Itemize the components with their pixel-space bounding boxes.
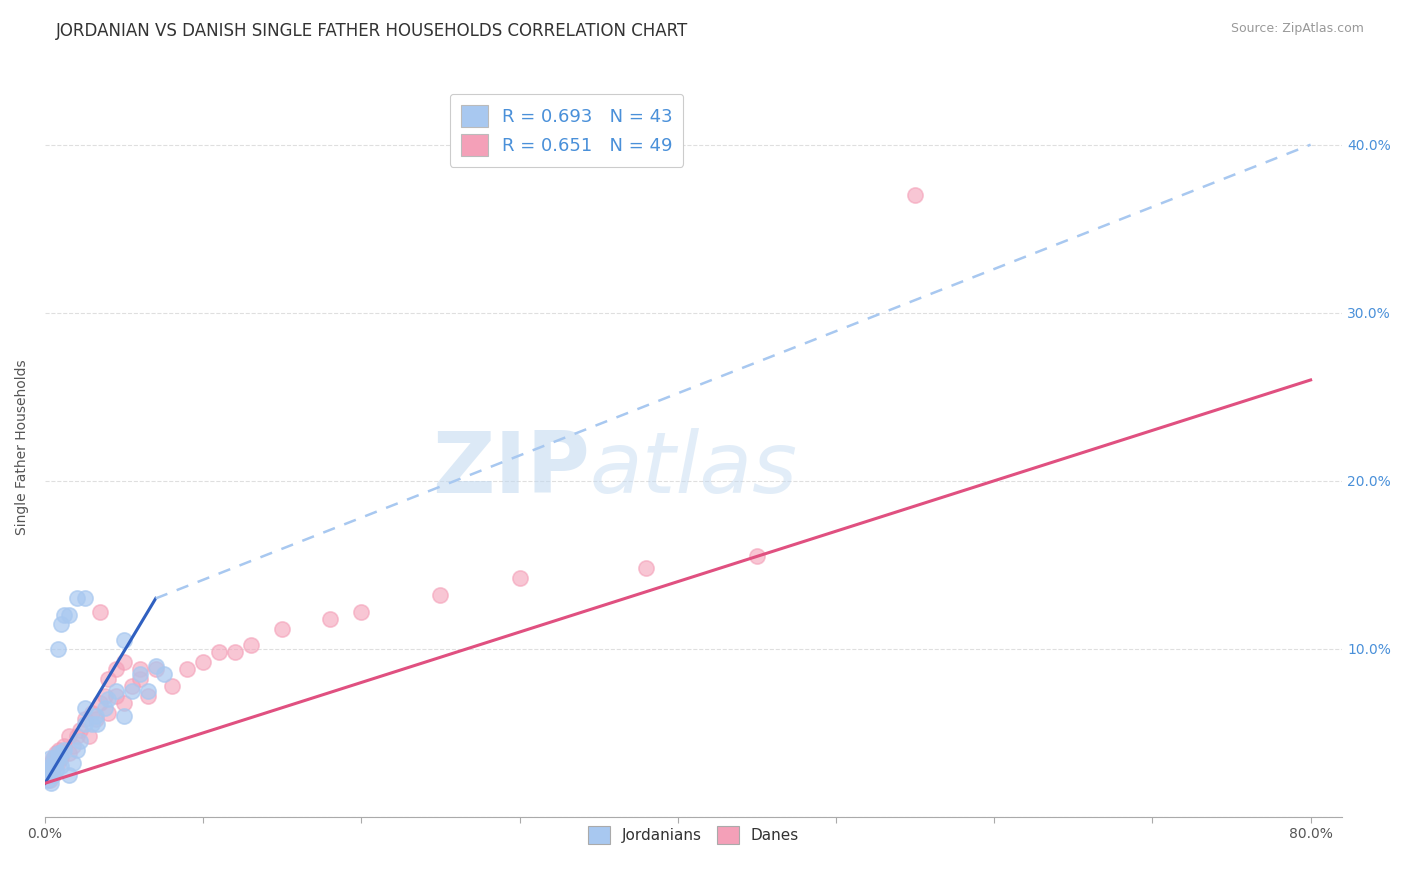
Point [112,655,135,669]
Point [224,645,246,659]
Point [37,772,59,787]
Point [44,759,66,773]
Point [509,571,531,585]
Point [105,684,128,698]
Point [45,756,67,771]
Point [84,713,107,727]
Point [35,768,58,782]
Point [38,772,60,787]
Point [121,684,143,698]
Point [37,763,59,777]
Point [48,742,70,756]
Point [49,759,72,773]
Point [97,706,120,720]
Point [52,739,75,754]
Point [105,662,128,676]
Point [42,759,65,773]
Point [46,641,69,656]
Point [45,763,67,777]
Point [62,739,84,754]
Point [97,692,120,706]
Point [39,763,62,777]
Point [271,622,294,636]
Point [128,672,150,686]
Point [128,662,150,676]
Point [49,751,72,765]
Point [193,655,215,669]
Point [39,776,62,790]
Point [94,689,117,703]
Point [58,729,80,743]
Point [145,662,167,676]
Legend: R = 0.693   N = 43, R = 0.651   N = 49: R = 0.693 N = 43, R = 0.651 N = 49 [450,94,683,167]
Point [45,746,67,760]
Point [145,658,167,673]
Point [49,746,72,760]
Point [86,717,108,731]
Point [58,608,80,623]
Point [77,729,100,743]
Point [58,768,80,782]
Point [44,759,66,773]
Point [42,768,65,782]
Point [112,633,135,648]
Point [136,684,159,698]
Point [97,672,120,686]
Point [46,751,69,765]
Point [65,742,87,756]
Point [73,700,96,714]
Y-axis label: Single Father Households: Single Father Households [15,359,30,535]
Point [208,645,231,659]
Point [73,713,96,727]
Point [38,759,60,773]
Point [37,763,59,777]
Point [112,696,135,710]
Point [46,756,69,771]
Point [239,639,262,653]
Point [69,723,91,737]
Point [58,746,80,760]
Point [94,700,117,714]
Point [69,734,91,748]
Point [128,667,150,681]
Point [38,751,60,765]
Point [176,662,198,676]
Point [904,188,927,202]
Point [152,667,174,681]
Point [160,679,183,693]
Text: JORDANIAN VS DANISH SINGLE FATHER HOUSEHOLDS CORRELATION CHART: JORDANIAN VS DANISH SINGLE FATHER HOUSEH… [56,22,689,40]
Point [745,549,768,564]
Point [52,742,75,756]
Text: atlas: atlas [591,428,797,511]
Point [65,729,87,743]
Point [121,679,143,693]
Point [84,709,107,723]
Point [52,608,75,623]
Point [62,756,84,771]
Point [82,706,104,720]
Point [89,696,111,710]
Point [49,616,72,631]
Point [42,751,65,765]
Point [105,689,128,703]
Point [112,709,135,723]
Point [44,751,66,765]
Point [636,561,658,575]
Point [89,605,111,619]
Point [46,746,69,760]
Point [39,756,62,771]
Point [350,605,373,619]
Point [319,611,342,625]
Point [35,768,58,782]
Point [136,689,159,703]
Text: Source: ZipAtlas.com: Source: ZipAtlas.com [1230,22,1364,36]
Point [82,717,104,731]
Point [65,591,87,606]
Text: ZIP: ZIP [432,428,591,511]
Point [429,588,451,602]
Point [73,591,96,606]
Point [42,768,65,782]
Point [73,717,96,731]
